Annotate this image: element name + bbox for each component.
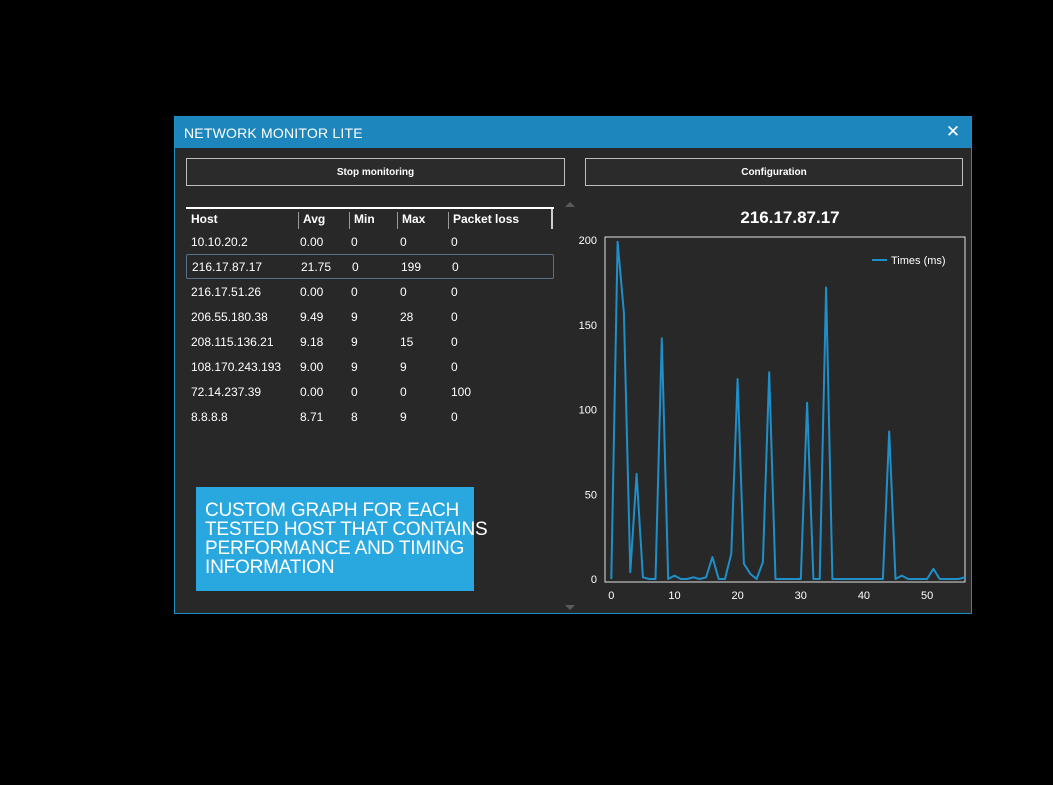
y-tick-label: 100 <box>579 405 597 417</box>
column-header-packet-loss[interactable]: Packet loss <box>453 212 520 226</box>
cell-avg: 0.00 <box>300 385 324 399</box>
promo-banner: CUSTOM GRAPH FOR EACH TESTED HOST THAT C… <box>196 487 488 591</box>
cell-host: 216.17.87.17 <box>192 260 263 274</box>
x-axis: 0 10 20 30 40 50 <box>608 590 933 602</box>
cell-min: 9 <box>351 360 358 374</box>
main-window: NETWORK MONITOR LITE ✕ Stop monitoring C… <box>174 116 972 614</box>
y-tick-label: 200 <box>579 235 597 247</box>
promo-line: TESTED HOST THAT CONTAINS <box>205 519 488 540</box>
cell-min: 9 <box>351 310 358 324</box>
title-bar[interactable]: NETWORK MONITOR LITE ✕ <box>175 117 971 148</box>
cell-host: 72.14.237.39 <box>191 385 262 399</box>
column-header-max[interactable]: Max <box>398 212 449 229</box>
x-tick-label: 50 <box>921 590 933 602</box>
chart-title: 216.17.87.17 <box>740 208 840 227</box>
cell-max: 0 <box>400 235 407 249</box>
cell-avg: 8.71 <box>300 410 324 424</box>
cell-min: 0 <box>351 385 358 399</box>
cell-avg: 9.18 <box>300 335 324 349</box>
chart-legend: Times (ms) <box>872 255 946 267</box>
promo-line: INFORMATION <box>205 557 335 578</box>
hosts-table: Host Avg Min Max Packet loss 10.10.20.2 … <box>186 207 554 429</box>
cell-max: 0 <box>400 385 407 399</box>
cell-max: 9 <box>400 410 407 424</box>
cell-packet-loss: 0 <box>451 335 458 349</box>
cell-max: 15 <box>400 335 414 349</box>
cell-min: 0 <box>352 260 359 274</box>
column-header-min[interactable]: Min <box>350 212 398 229</box>
cell-min: 0 <box>351 235 358 249</box>
cell-avg: 9.49 <box>300 310 324 324</box>
table-row-selected[interactable]: 216.17.87.17 21.75 0 199 0 <box>186 254 554 279</box>
cell-avg: 21.75 <box>301 260 332 274</box>
table-body: 10.10.20.2 0.00 0 0 0 216.17.87.17 21.75… <box>186 229 554 429</box>
cell-min: 8 <box>351 410 358 424</box>
cell-avg: 0.00 <box>300 235 324 249</box>
table-row[interactable]: 108.170.243.193 9.00 9 9 0 <box>186 354 554 379</box>
cell-packet-loss: 0 <box>452 260 459 274</box>
cell-min: 0 <box>351 285 358 299</box>
cell-packet-loss: 0 <box>451 410 458 424</box>
promo-line: PERFORMANCE AND TIMING <box>205 538 465 559</box>
table-row[interactable]: 216.17.51.26 0.00 0 0 0 <box>186 279 554 304</box>
table-row[interactable]: 8.8.8.8 8.71 8 9 0 <box>186 404 554 429</box>
response-time-chart: 0 50 100 150 200 0 10 20 30 40 50 Times (ms) <box>579 235 966 602</box>
scroll-down-arrow-icon[interactable] <box>565 605 575 610</box>
plot-area <box>604 236 966 583</box>
cell-host: 208.115.136.21 <box>191 335 274 349</box>
close-icon[interactable]: ✕ <box>945 122 961 141</box>
cell-packet-loss: 0 <box>451 310 458 324</box>
y-tick-label: 50 <box>585 489 597 501</box>
y-tick-label: 150 <box>579 320 597 332</box>
column-header-avg[interactable]: Avg <box>299 212 350 229</box>
cell-packet-loss: 100 <box>451 385 472 399</box>
cell-host: 10.10.20.2 <box>191 235 248 249</box>
table-header: Host Avg Min Max Packet loss <box>186 207 554 229</box>
cell-host: 216.17.51.26 <box>191 285 262 299</box>
x-tick-label: 20 <box>732 590 744 602</box>
cell-packet-loss: 0 <box>451 360 458 374</box>
stop-monitoring-button[interactable]: Stop monitoring <box>186 158 565 186</box>
scroll-up-arrow-icon[interactable] <box>565 202 575 207</box>
y-tick-label: 0 <box>591 574 597 586</box>
cell-packet-loss: 0 <box>451 285 458 299</box>
cell-max: 9 <box>400 360 407 374</box>
cell-host: 206.55.180.38 <box>191 310 268 324</box>
cell-max: 0 <box>400 285 407 299</box>
cell-avg: 0.00 <box>300 285 324 299</box>
x-tick-label: 10 <box>668 590 680 602</box>
table-row[interactable]: 208.115.136.21 9.18 9 15 0 <box>186 329 554 354</box>
cell-host: 108.170.243.193 <box>191 360 282 374</box>
window-title: NETWORK MONITOR LITE <box>184 125 363 141</box>
column-header-host[interactable]: Host <box>187 212 299 229</box>
legend-label: Times (ms) <box>891 255 946 267</box>
promo-line: CUSTOM GRAPH FOR EACH <box>205 500 460 521</box>
series-layer <box>610 240 966 580</box>
x-tick-label: 40 <box>858 590 870 602</box>
table-row[interactable]: 72.14.237.39 0.00 0 0 100 <box>186 379 554 404</box>
x-tick-label: 30 <box>795 590 807 602</box>
table-row[interactable]: 10.10.20.2 0.00 0 0 0 <box>186 229 554 254</box>
series-line <box>610 240 966 580</box>
cell-packet-loss: 0 <box>451 235 458 249</box>
cell-avg: 9.00 <box>300 360 324 374</box>
configuration-button[interactable]: Configuration <box>585 158 963 186</box>
cell-max: 28 <box>400 310 414 324</box>
y-axis: 0 50 100 150 200 <box>579 235 597 586</box>
cell-host: 8.8.8.8 <box>191 410 228 424</box>
x-tick-label: 0 <box>608 590 614 602</box>
column-resize-handle[interactable] <box>551 209 553 229</box>
cell-min: 9 <box>351 335 358 349</box>
cell-max: 199 <box>401 260 422 274</box>
table-row[interactable]: 206.55.180.38 9.49 9 28 0 <box>186 304 554 329</box>
